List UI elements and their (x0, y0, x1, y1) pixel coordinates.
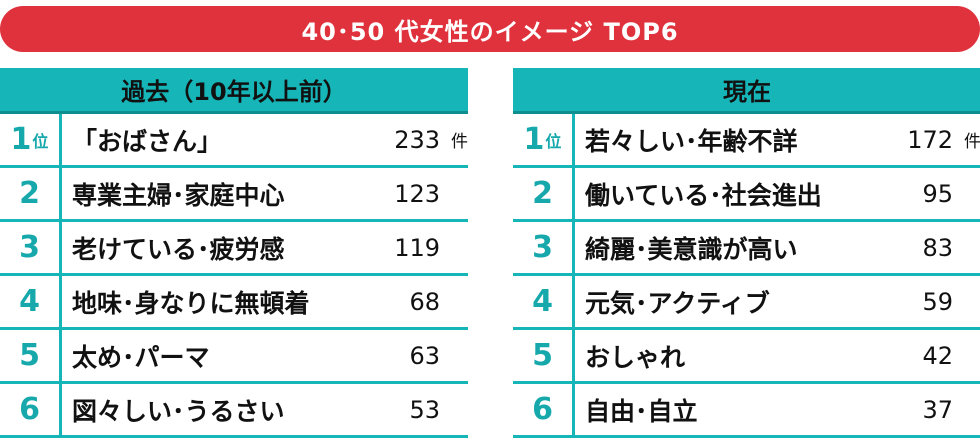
past-ranking-table: 過去（10年以上前） 1 位「おばさん」 233 件 2 専業主婦･家庭中心 123 3 老けて… (0, 68, 468, 438)
rank-number: 2 (532, 176, 553, 211)
rank-cell: 4 (513, 276, 575, 327)
rank-cell: 4 (0, 276, 62, 327)
count-value: 233 (394, 125, 440, 154)
category-label: 働いている･社会進出 (585, 180, 822, 210)
category-label: 若々しい･年齢不詳 (585, 126, 798, 156)
count-value: 59 (922, 287, 953, 316)
rank-suffix: 位 (545, 131, 562, 151)
table-row: 6 自由･自立 37 (513, 384, 980, 438)
count-value: 83 (922, 233, 953, 262)
rank-cell: 2 (513, 168, 575, 219)
count-unit: 件 (964, 132, 980, 152)
rank-suffix: 位 (32, 131, 49, 151)
chart-title: 40･50 代女性のイメージ TOP6 (301, 17, 679, 46)
rank-cell: 5 (0, 330, 62, 381)
count-value: 172 (907, 125, 953, 154)
rank-number: 5 (532, 338, 553, 373)
category-label: 図々しい･うるさい (72, 396, 285, 426)
category-label: おしゃれ (585, 342, 686, 372)
count-unit: 件 (451, 132, 468, 152)
rank-number: 6 (19, 392, 40, 427)
rank-number: 3 (532, 230, 553, 265)
rank-cell: 5 (513, 330, 575, 381)
table-row: 5 おしゃれ 42 (513, 330, 980, 384)
past-table-rows: 1 位「おばさん」 233 件 2 専業主婦･家庭中心 123 3 老けている･疲労感 119 4 地… (0, 114, 468, 438)
rank-number: 4 (19, 284, 40, 319)
rank-number: 6 (532, 392, 553, 427)
category-label: 綺麗･美意識が高い (585, 234, 798, 264)
past-table-header: 過去（10年以上前） (0, 68, 468, 114)
table-row: 4 元気･アクティブ 59 (513, 276, 980, 330)
table-row: 2 専業主婦･家庭中心 123 (0, 168, 468, 222)
rank-cell: 3 (0, 222, 62, 273)
table-row: 2 働いている･社会進出 95 (513, 168, 980, 222)
table-row: 6 図々しい･うるさい 53 (0, 384, 468, 438)
rank-number: 3 (19, 230, 40, 265)
category-label: 老けている･疲労感 (72, 234, 285, 264)
rank-number: 5 (19, 338, 40, 373)
category-label: 「おばさん」 (72, 126, 223, 156)
rank-cell: 6 (513, 384, 575, 435)
present-ranking-table: 現在 1 位若々しい･年齢不詳 172 件 2 働いている･社会進出 95 3 綺麗･美意識が高… (513, 68, 980, 438)
rank-number: 1 (523, 122, 545, 157)
table-row: 3 老けている･疲労感 119 (0, 222, 468, 276)
count-value: 119 (394, 233, 440, 262)
category-label: 専業主婦･家庭中心 (72, 180, 285, 210)
table-row: 1 位「おばさん」 233 件 (0, 114, 468, 168)
present-table-rows: 1 位若々しい･年齢不詳 172 件 2 働いている･社会進出 95 3 綺麗･美意識が高い 83… (513, 114, 980, 438)
category-label: 地味･身なりに無頓着 (72, 288, 310, 318)
rank-number: 1 (10, 122, 32, 157)
count-value: 123 (394, 179, 440, 208)
present-table-title: 現在 (723, 78, 771, 106)
count-value: 42 (922, 341, 953, 370)
rank-cell: 2 (0, 168, 62, 219)
category-label: 太め･パーマ (72, 342, 210, 372)
table-row: 1 位若々しい･年齢不詳 172 件 (513, 114, 980, 168)
rank-cell: 3 (513, 222, 575, 273)
chart-title-banner: 40･50 代女性のイメージ TOP6 (0, 6, 980, 52)
past-table-title: 過去（10年以上前） (121, 78, 347, 106)
table-row: 5 太め･パーマ 63 (0, 330, 468, 384)
rank-number: 2 (19, 176, 40, 211)
table-row: 3 綺麗･美意識が高い 83 (513, 222, 980, 276)
count-value: 68 (409, 287, 440, 316)
category-label: 自由･自立 (585, 396, 698, 426)
count-value: 63 (409, 341, 440, 370)
count-value: 95 (922, 179, 953, 208)
present-table-header: 現在 (513, 68, 980, 114)
category-label: 元気･アクティブ (585, 288, 770, 318)
rank-number: 4 (532, 284, 553, 319)
table-row: 4 地味･身なりに無頓着 68 (0, 276, 468, 330)
rank-cell: 6 (0, 384, 62, 435)
